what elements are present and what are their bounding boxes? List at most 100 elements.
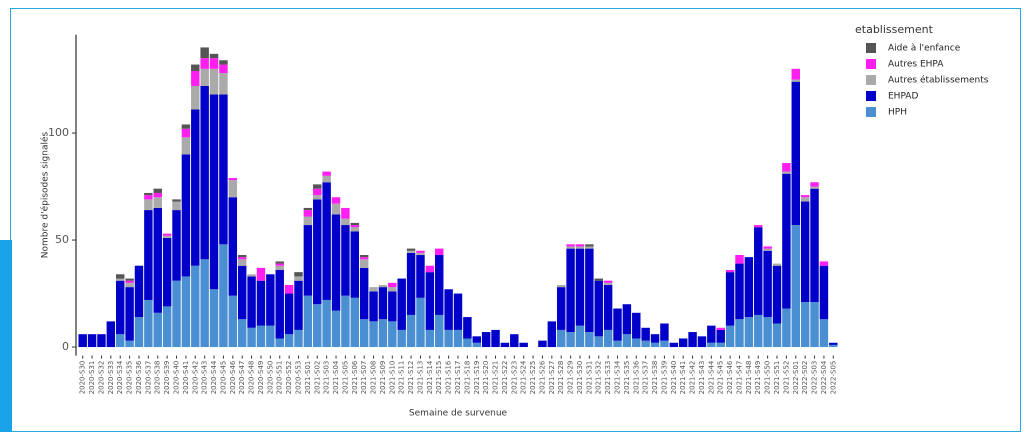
bar-segment: [331, 197, 341, 204]
x-tick-label: 2021-S30: [576, 361, 584, 395]
x-tick-label: 2022-S03: [811, 361, 819, 395]
bar-segment: [603, 282, 613, 285]
bar-segment: [800, 195, 810, 198]
bar-segment: [547, 321, 557, 348]
bar-segment: [463, 317, 472, 339]
bar-segment: [162, 233, 172, 236]
x-tick-label: 2020-S41: [182, 361, 190, 395]
bar-segment: [369, 321, 378, 348]
bar-segment: [153, 192, 162, 198]
x-tick-label: 2021-S12: [407, 361, 415, 395]
bar-segment: [341, 207, 350, 219]
x-tick-label: 2021-S34: [614, 360, 622, 394]
x-tick-label: 2021-S48: [745, 361, 753, 395]
bar-segment: [303, 225, 313, 296]
bar-segment: [416, 252, 425, 256]
bar-segment: [425, 272, 435, 330]
bar-segment: [772, 263, 782, 266]
y-axis-label: Nombre d'épisodes signalés: [40, 131, 51, 258]
x-tick-label: 2021-S42: [689, 361, 697, 395]
bar-segment: [697, 336, 707, 348]
bar-segment: [303, 207, 313, 211]
bar-segment: [369, 287, 378, 292]
bar-segment: [763, 248, 772, 251]
bar-segment: [322, 171, 331, 176]
bar-segment: [369, 291, 378, 322]
x-tick-label: 2020-S47: [238, 361, 246, 395]
bar-segment: [359, 319, 369, 348]
x-tick-label: 2020-S32: [97, 361, 105, 395]
x-tick-label: 2021-S37: [642, 361, 650, 395]
bar-segment: [284, 334, 294, 348]
x-tick-label: 2021-S11: [398, 361, 406, 395]
legend-swatch: [866, 43, 876, 53]
x-tick-label: 2021-S51: [773, 361, 781, 395]
bar-segment: [641, 327, 650, 341]
bar-segment: [632, 312, 641, 339]
bar-segment: [125, 280, 134, 283]
x-tick-label: 2022-S01: [792, 361, 800, 395]
bar-segment: [191, 109, 200, 266]
bar-segment: [116, 278, 125, 281]
bar-segment: [566, 248, 575, 333]
x-tick-label: 2021-S06: [351, 360, 359, 394]
bar-segment: [772, 323, 782, 348]
bar-segment: [172, 201, 181, 211]
bar-segment: [819, 261, 829, 266]
bar-segment: [416, 250, 425, 253]
bar-segment: [388, 321, 397, 348]
x-tick-label: 2021-S33: [604, 361, 612, 395]
bar-segment: [707, 325, 716, 343]
bar-segment: [172, 280, 181, 348]
bar-segment: [209, 289, 219, 348]
bar-segment: [350, 227, 360, 232]
x-tick-label: 2021-S46: [726, 360, 734, 394]
bar-segment: [810, 188, 819, 303]
bar-segment: [388, 291, 397, 322]
x-tick-label: 2020-S53: [294, 361, 302, 395]
bar-segment: [322, 175, 331, 183]
x-tick-label: 2021-S36: [632, 360, 640, 394]
bar-segment: [575, 248, 585, 326]
bar-segment: [125, 340, 134, 348]
bar-segment: [341, 295, 350, 348]
bar-segment: [688, 332, 697, 348]
bar-segment: [725, 325, 735, 348]
x-tick-label: 2021-S09: [379, 361, 387, 395]
bar-segment: [575, 325, 585, 348]
bar-segment: [331, 203, 341, 215]
bar-segment: [191, 85, 200, 110]
x-tick-label: 2021-S41: [679, 361, 687, 395]
x-tick-label: 2021-S18: [463, 361, 471, 395]
x-tick-label: 2021-S19: [473, 361, 481, 395]
bar-segment: [97, 334, 106, 348]
bar-segment: [153, 188, 162, 193]
bar-segment: [603, 284, 613, 330]
bar-segment: [829, 344, 838, 348]
legend-label: HPH: [888, 108, 907, 118]
x-tick-label: 2021-S27: [548, 361, 556, 395]
x-tick-label: 2021-S15: [435, 361, 443, 395]
bar-segment: [500, 342, 510, 348]
x-tick-label: 2021-S13: [416, 361, 424, 395]
x-tick-label: 2020-S42: [191, 361, 199, 395]
bar-segment: [284, 284, 294, 294]
bar-segment: [78, 334, 87, 348]
bar-segment: [678, 338, 688, 348]
bar-segment: [763, 250, 772, 318]
bar-segment: [810, 186, 819, 189]
x-tick-label: 2021-S05: [341, 361, 349, 395]
bar-segment: [275, 338, 284, 348]
legend-title: etablissement: [855, 23, 934, 36]
bar-segment: [256, 280, 266, 326]
bar-segment: [219, 94, 228, 245]
bar-segment: [575, 246, 585, 249]
bar-segment: [266, 325, 275, 348]
bar-segment: [829, 342, 838, 345]
bar-segment: [716, 342, 725, 348]
x-tick-label: 2020-S37: [144, 361, 152, 395]
x-tick-label: 2021-S43: [698, 361, 706, 395]
x-tick-label: 2021-S50: [764, 361, 772, 395]
x-tick-label: 2021-S38: [651, 361, 659, 395]
bar-segment: [181, 276, 191, 348]
